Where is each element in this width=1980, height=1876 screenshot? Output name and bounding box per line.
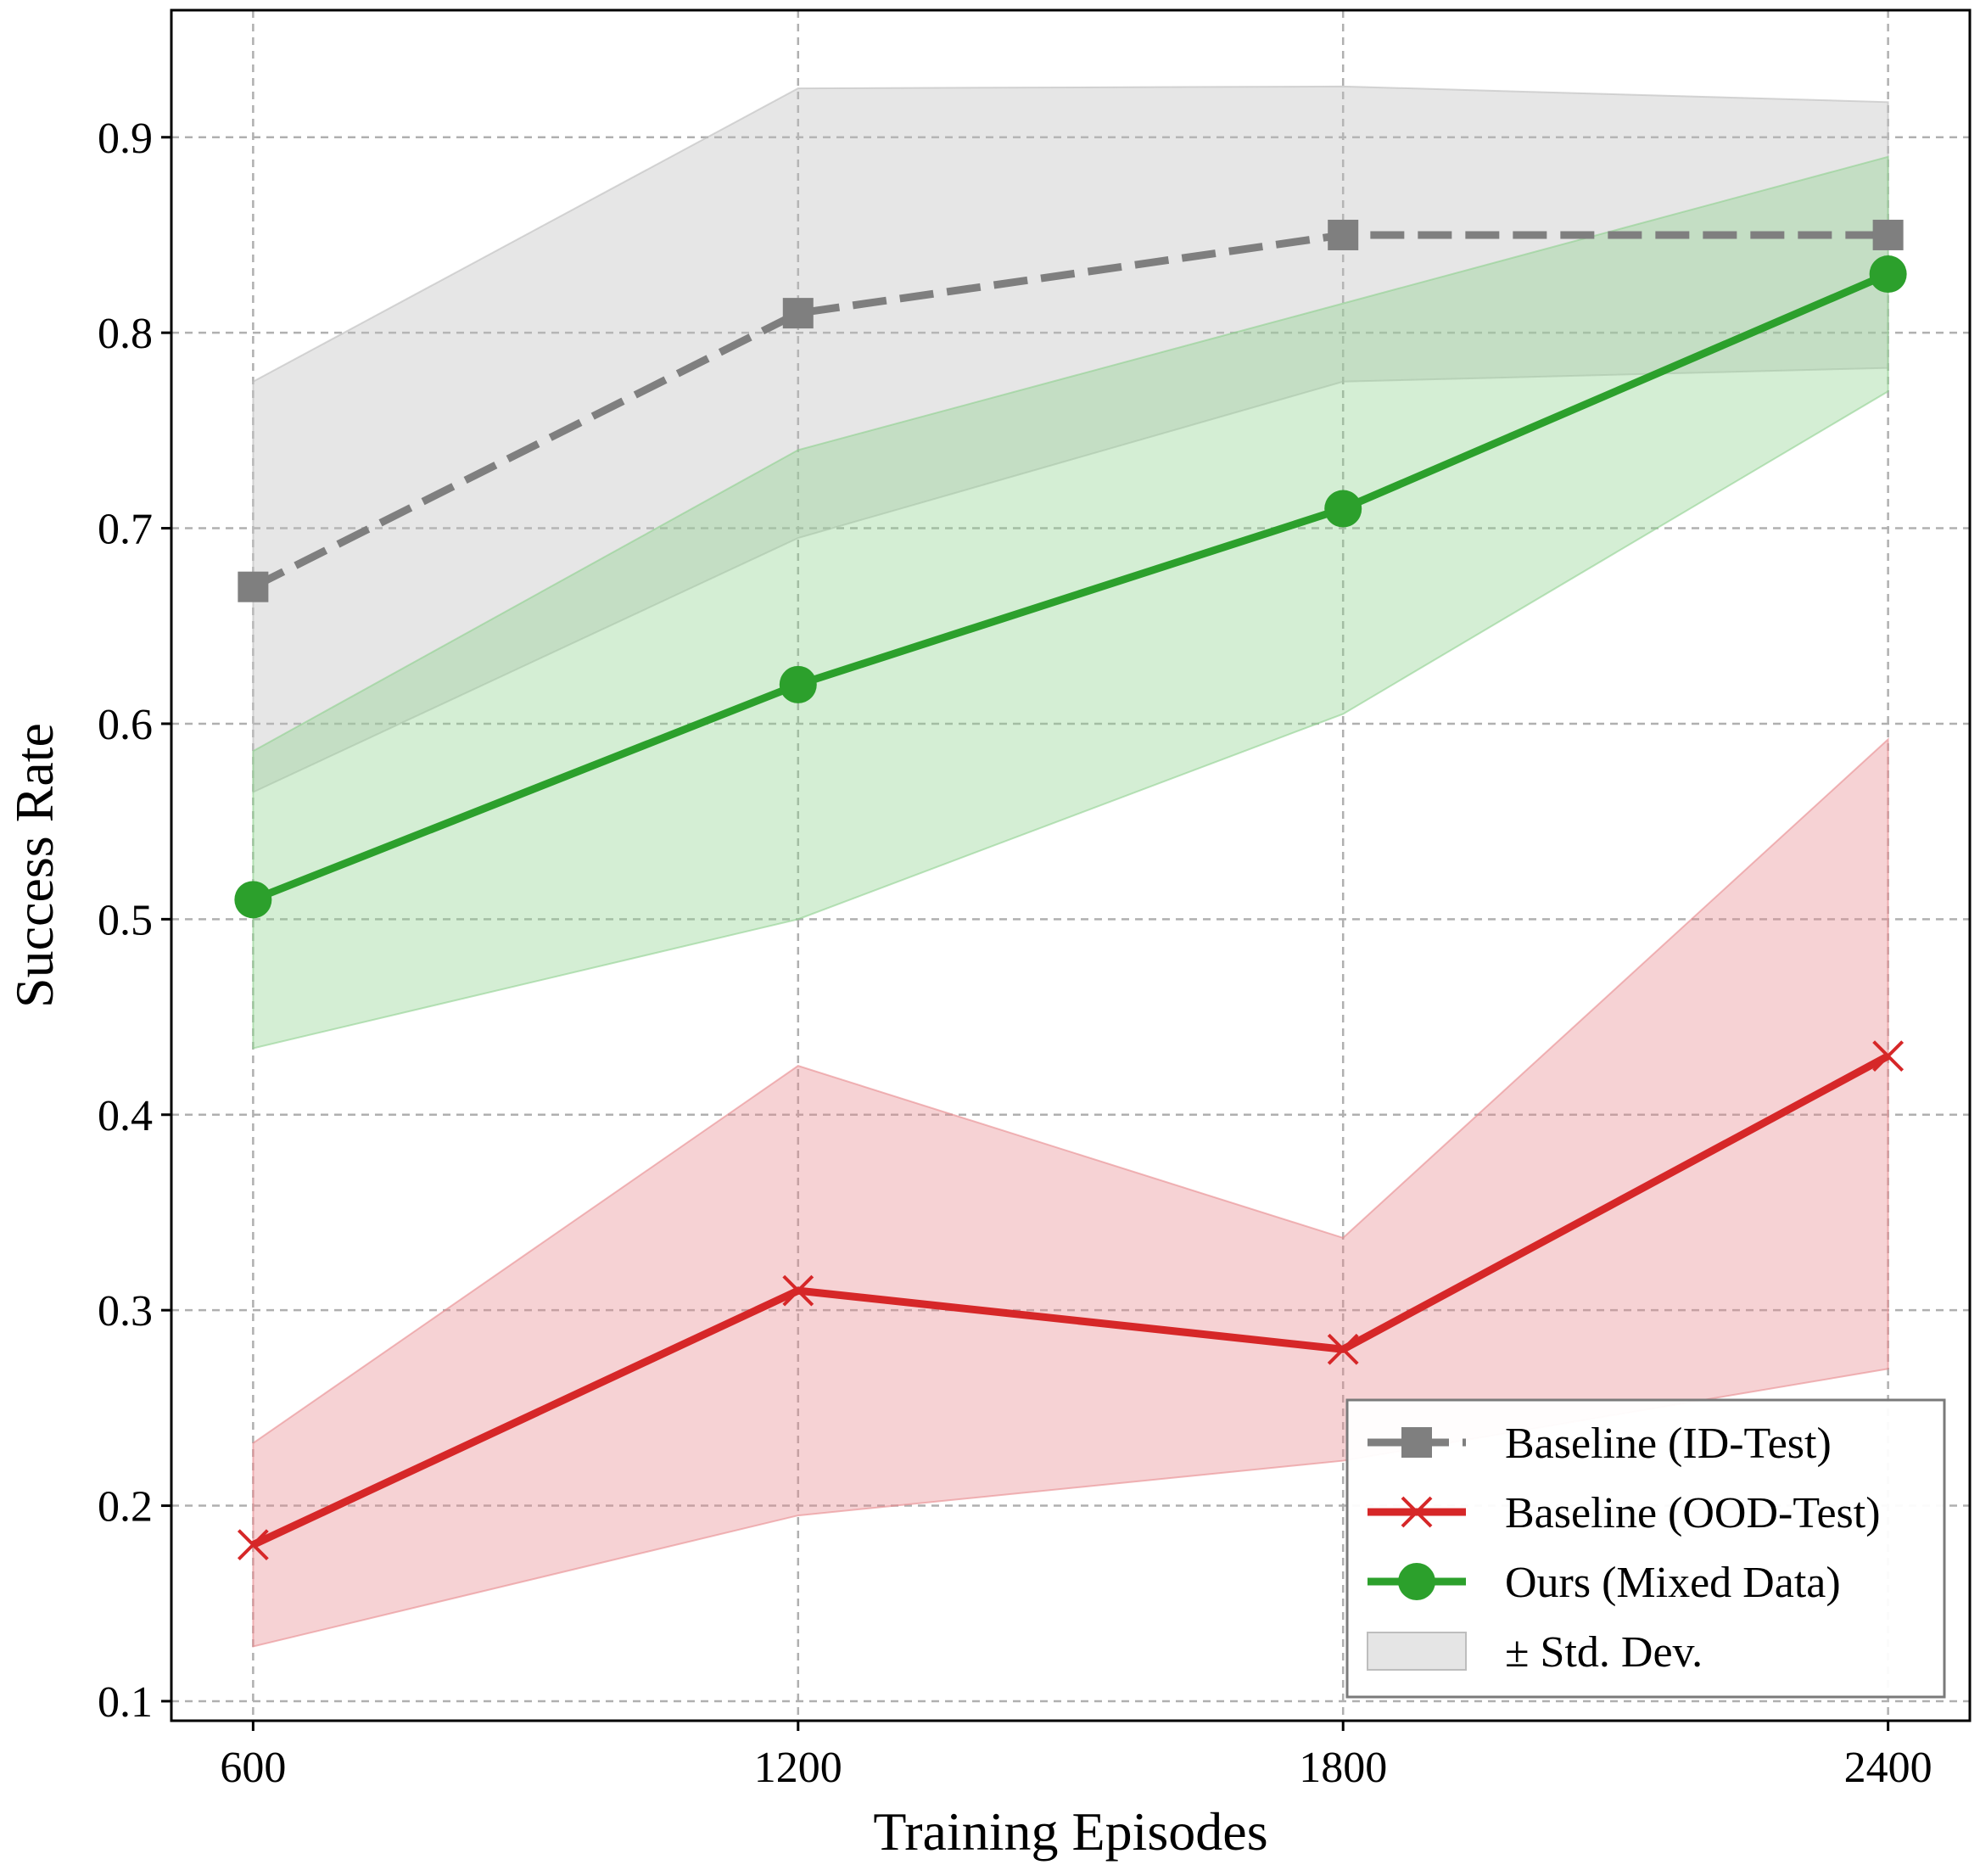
baseline-ood-test-point-600: [237, 1529, 269, 1561]
y-tick-label-0.3: 0.3: [98, 1287, 153, 1336]
legend-marker-baseline-ood-test: [1401, 1496, 1433, 1528]
legend-label-ours-mixed-data: Ours (Mixed Data): [1505, 1559, 1841, 1607]
baseline-id-test-line: [251, 231, 1888, 591]
legend-label-std-dev: ± Std. Dev.: [1505, 1628, 1703, 1677]
y-tick-label-0.2: 0.2: [98, 1483, 153, 1532]
x-tick-label-1200: 1200: [754, 1744, 842, 1792]
series-markers: [234, 219, 1907, 1561]
series-lines: [251, 231, 1890, 1548]
baseline-id-test-point-2400: [1872, 219, 1904, 250]
legend-marker-ours-mixed-data: [1398, 1563, 1435, 1600]
y-tick-label-0.1: 0.1: [98, 1678, 153, 1727]
legend-label-baseline-ood-test: Baseline (OOD-Test): [1505, 1489, 1881, 1537]
ours-mixed-data-std-band: [252, 155, 1889, 1050]
baseline-id-test-point-600: [238, 571, 269, 602]
x-tick-label-2400: 2400: [1844, 1744, 1932, 1792]
y-tick-label-0.5: 0.5: [98, 896, 153, 944]
x-tick-label-600: 600: [220, 1744, 286, 1792]
plot-frame: [170, 8, 1972, 1722]
legend-label-baseline-id-test: Baseline (ID-Test): [1505, 1420, 1832, 1468]
baseline-ood-test-point-2400: [1872, 1040, 1904, 1072]
x-axis-label: Training Episodes: [873, 1801, 1267, 1862]
y-tick-label-0.4: 0.4: [98, 1092, 153, 1140]
baseline-ood-test-line: [251, 1052, 1890, 1548]
y-tick-label-0.6: 0.6: [98, 701, 153, 749]
legend-marker-baseline-id-test: [1401, 1427, 1432, 1458]
baseline-ood-test-point-1200: [782, 1274, 814, 1307]
legend-box: [1345, 1398, 1946, 1699]
y-tick-label-0.9: 0.9: [98, 115, 153, 163]
baseline-ood-test-point-1800: [1327, 1333, 1359, 1365]
grid-lines: [171, 10, 1970, 1721]
ours-mixed-data-point-600: [234, 881, 272, 919]
ours-mixed-data-point-1800: [1324, 490, 1362, 528]
y-axis-label: Success Rate: [4, 723, 64, 1008]
baseline-id-test-point-1200: [782, 298, 814, 329]
ours-mixed-data-point-1200: [779, 665, 817, 703]
baseline-id-test-point-1800: [1328, 219, 1359, 250]
ours-mixed-data-point-2400: [1869, 255, 1907, 294]
tick-labels: 600 1200 1800 2400 0.1 0.2 0.3 0.4 0.5 0.6 0.7 0.8 0…: [98, 115, 1932, 1792]
legend-band-swatch: [1367, 1632, 1467, 1671]
axes: [161, 8, 1972, 1731]
y-tick-label-0.8: 0.8: [98, 310, 153, 358]
ours-mixed-data-line: [251, 270, 1890, 904]
x-tick-label-1800: 1800: [1299, 1744, 1387, 1792]
y-tick-label-0.7: 0.7: [98, 506, 153, 554]
legend: Baseline (ID-Test) Baseline (OOD-Test) Our…: [1345, 1398, 1946, 1699]
